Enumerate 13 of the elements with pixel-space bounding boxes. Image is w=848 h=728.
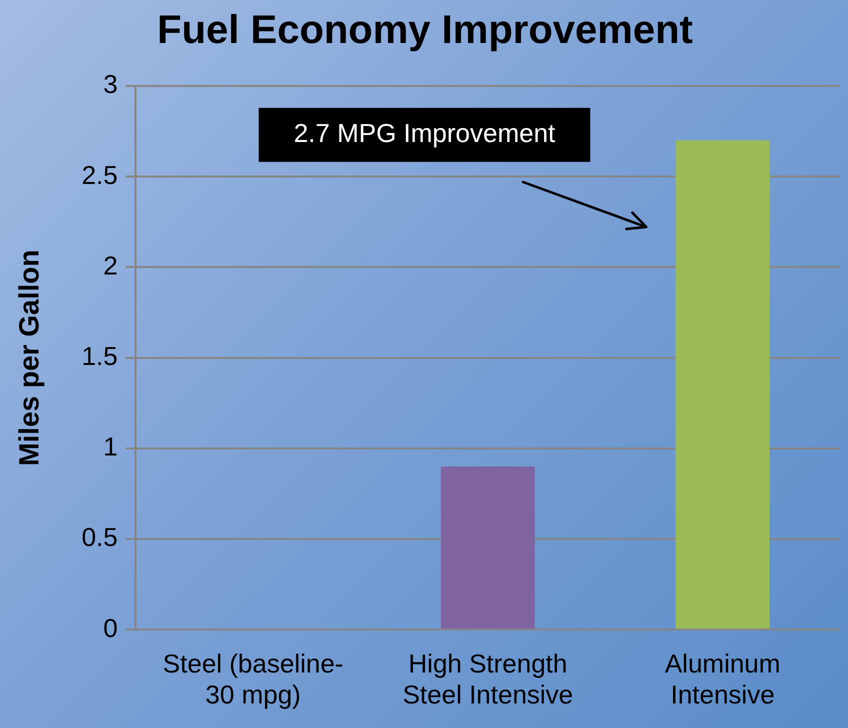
y-tick-label: 1.5 [82,340,118,371]
x-tick-label: Aluminum Intensive [664,648,780,710]
x-tick-label: Steel (baseline-30 mpg) [162,648,344,710]
y-tick-label: 3 [103,69,118,100]
y-tick-label: 2 [103,250,118,280]
y-axis-title: Miles per Gallon [14,250,45,466]
y-tick-label: 1 [103,432,118,462]
y-tick-label: 0.5 [82,522,118,552]
annotation: 2.7 MPG Improvement [294,118,556,148]
y-tick-label: 0 [103,612,118,643]
chart-title: Fuel Economy Improvement [157,8,693,52]
y-tick-label: 2.5 [82,160,118,190]
x-tick-label: High Strength Steel Intensive [402,648,574,710]
